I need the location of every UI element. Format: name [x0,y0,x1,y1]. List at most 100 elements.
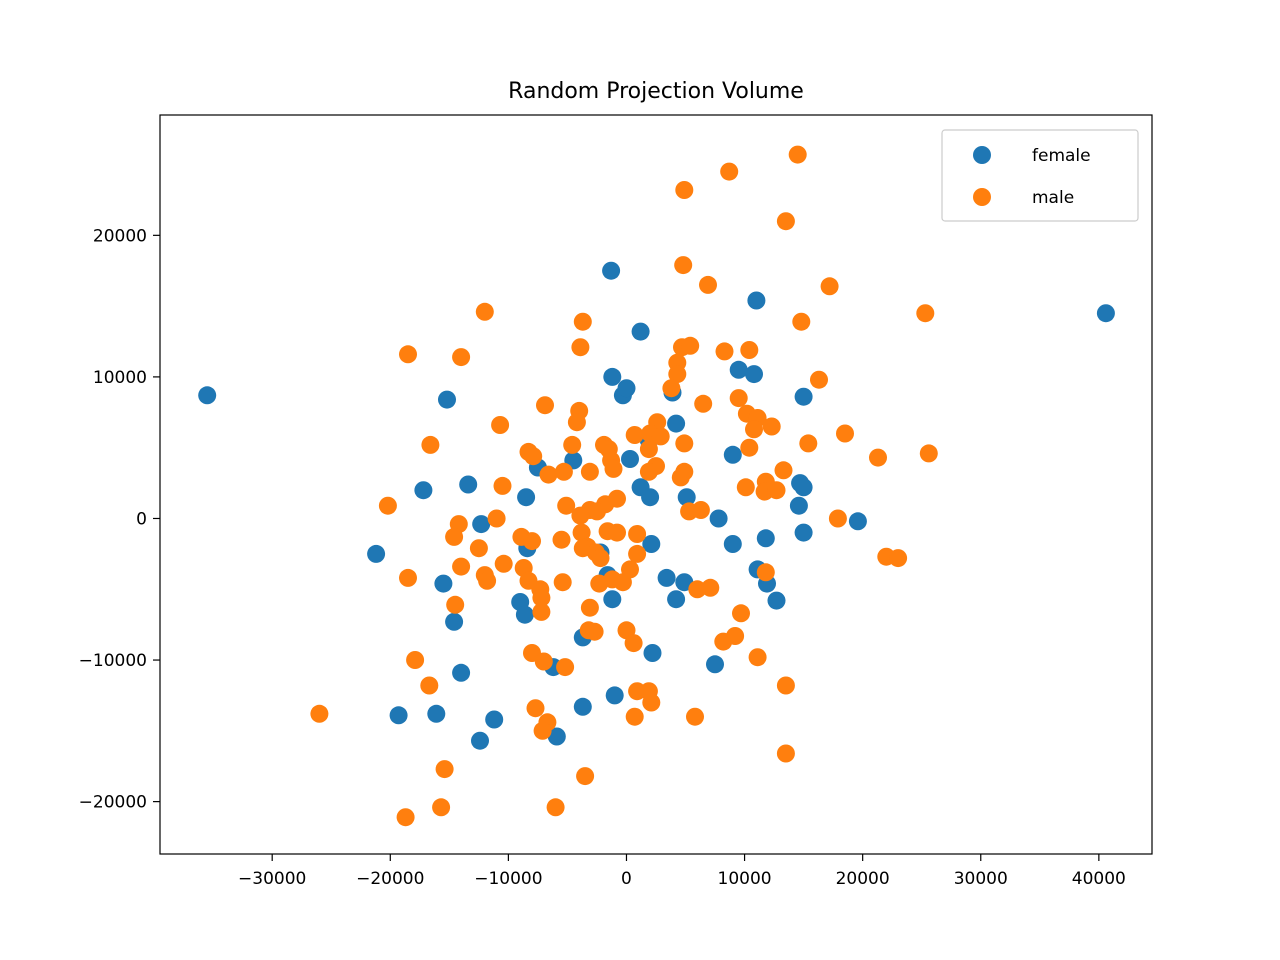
male-point-74 [487,509,506,528]
y-tick-label: 20000 [93,226,147,246]
female-point-42 [667,590,686,609]
male-point-21 [662,379,681,398]
male-point-98 [399,568,417,587]
male-point-120 [534,652,553,671]
male-point-61 [736,478,755,497]
male-point-1 [720,162,739,181]
male-point-24 [536,396,554,415]
male-point-63 [767,481,786,500]
female-point-49 [445,612,464,631]
male-point-138 [432,798,451,817]
male-point-19 [668,365,687,384]
female-point-52 [706,655,724,674]
legend-box [941,129,1139,222]
male-point-32 [745,420,763,439]
female-point-29 [848,512,867,531]
female-point-21 [517,488,536,507]
male-point-110 [580,598,599,617]
male-point-46 [639,440,658,459]
female-point-31 [794,523,813,542]
male-point-123 [748,648,767,667]
female-point-51 [643,644,662,662]
male-point-30 [491,416,510,434]
male-point-65 [378,496,397,515]
male-point-99 [478,571,497,590]
male-point-60 [493,476,512,495]
female-point-32 [756,529,775,548]
female-point-0 [198,386,217,405]
male-point-139 [546,798,565,817]
female-point-11 [794,387,813,406]
female-point-18 [723,445,742,464]
male-point-82 [523,532,541,551]
male-point-101 [553,573,572,592]
plot-frame [159,114,1153,855]
male-point-53 [580,462,599,481]
male-point-22 [729,389,748,408]
female-point-60 [471,731,489,750]
male-point-54 [554,462,573,481]
male-point-107 [701,578,720,597]
female-point-27 [789,496,808,515]
male-point-118 [624,634,643,653]
male-point-114 [585,622,604,641]
male-point-41 [675,434,694,453]
male-point-9 [573,312,592,331]
y-axis: −20000 −10000 0 10000 20000 [79,226,160,813]
female-point-26 [794,478,813,497]
x-tick-label: 0 [621,869,632,889]
male-point-37 [421,435,440,454]
female-point-8 [729,360,748,379]
male-point-47 [740,438,759,457]
female-point-3 [747,291,766,310]
legend-marker-male [973,188,991,206]
female-point-7 [617,379,636,398]
male-point-108 [532,588,551,607]
female-point-24 [677,488,696,507]
male-point-125 [776,676,795,695]
male-point-109 [446,595,465,614]
y-tick-label: −20000 [79,793,147,813]
male-point-79 [445,527,464,546]
male-point-93 [452,557,471,576]
male-point-129 [310,704,329,723]
male-point-131 [686,707,704,726]
female-point-15 [621,450,639,468]
female-point-43 [603,590,622,609]
male-point-117 [726,627,745,645]
male-point-124 [420,676,439,695]
male-point-10 [792,312,811,331]
female-point-48 [515,605,534,624]
female-point-12 [667,414,686,433]
x-tick-label: 20000 [836,869,890,889]
male-point-35 [836,424,854,443]
male-point-0 [788,145,807,164]
male-point-6 [820,277,839,296]
male-point-91 [889,549,908,568]
male-point-38 [563,435,582,454]
male-point-136 [435,760,454,779]
female-point-56 [573,697,592,716]
x-tick-label: −20000 [356,869,424,889]
female-point-10 [438,390,456,409]
female-point-61 [547,727,566,746]
male-point-104 [613,573,632,592]
male-point-55 [639,462,658,481]
female-point-34 [642,535,661,553]
male-point-81 [628,525,647,543]
legend-marker-female [973,146,991,164]
male-point-88 [591,549,610,568]
female-point-33 [723,535,742,553]
male-point-89 [628,544,647,563]
male-point-17 [452,348,471,367]
female-point-57 [427,704,446,723]
points-layer [198,145,1115,827]
male-point-49 [869,448,887,467]
female-point-4 [631,322,650,341]
y-tick-label: −10000 [79,651,147,671]
male-point-23 [694,394,713,413]
male-point-51 [604,459,623,478]
male-point-3 [776,212,795,231]
male-point-72 [691,501,710,519]
male-point-15 [740,341,759,359]
